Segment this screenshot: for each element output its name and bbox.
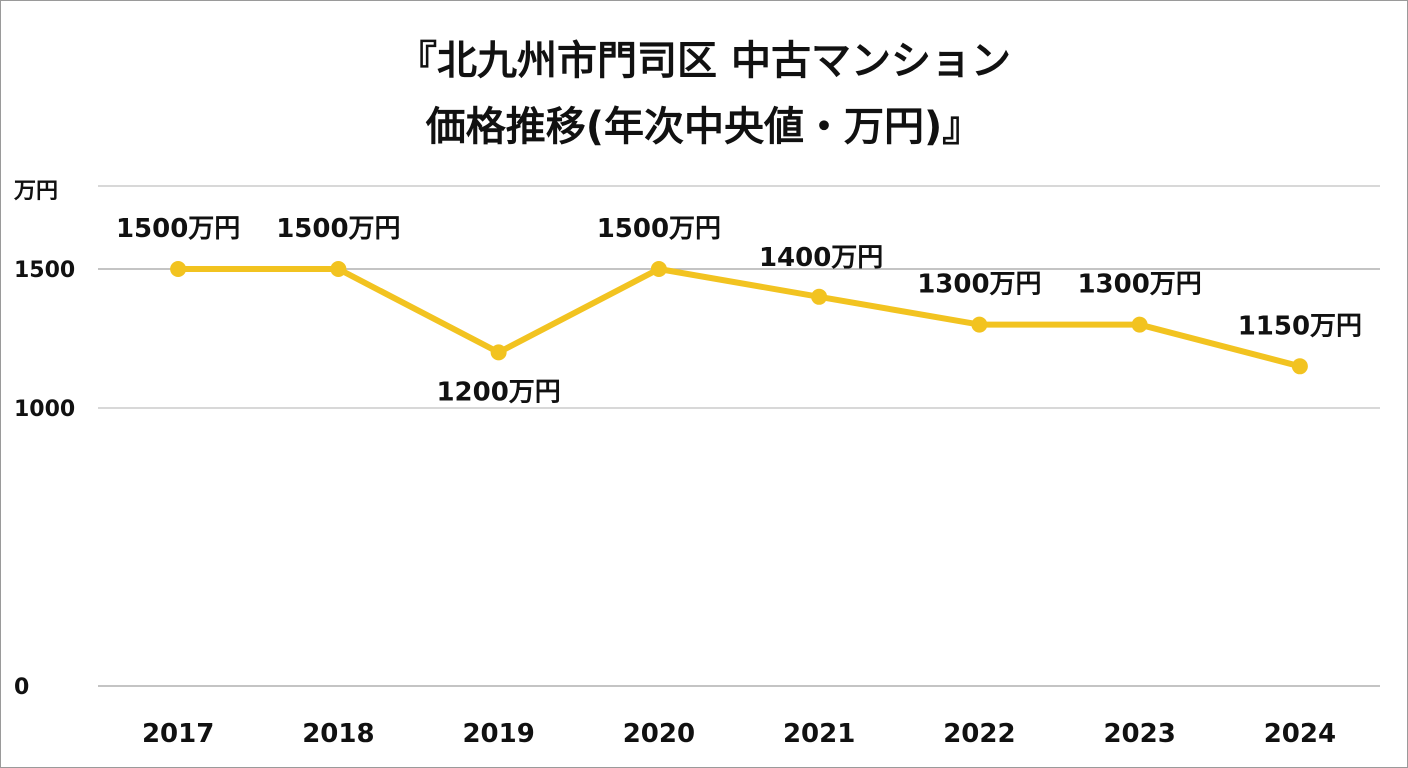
series-line [175,266,1303,370]
data-point [170,261,187,277]
chart-title-line-1: 『北九州市門司区 中古マンション [397,38,1011,84]
x-tick-label: 2023 [1103,719,1175,749]
y-tick-label: 0 [14,675,29,700]
data-point [1291,358,1308,375]
y-tick-label: 1500 [14,258,75,283]
data-label: 1500万円 [597,214,721,244]
x-axis-ticks: 2017 2018 2019 2020 2021 2022 2023 2024 [142,719,1336,749]
x-tick-label: 2018 [302,719,374,749]
data-points [170,261,1308,375]
gridlines [98,185,1380,687]
x-tick-label: 2021 [783,719,855,749]
x-tick-label: 2024 [1264,719,1336,749]
data-point [811,288,828,305]
data-label: 1200万円 [436,377,560,407]
data-point [971,316,988,333]
data-point [650,261,667,277]
x-tick-label: 2017 [142,719,214,749]
data-label: 1500万円 [276,214,400,244]
chart-title-line-2: 価格推移(年次中央値・万円)』 [425,104,983,150]
data-point [330,261,347,277]
y-axis-ticks: 0 1000 1500 [14,258,75,700]
x-tick-label: 2020 [623,719,695,749]
y-tick-label: 1000 [14,397,75,422]
data-label: 1300万円 [1077,270,1201,300]
data-point [490,344,507,361]
x-tick-label: 2019 [462,719,534,749]
data-label: 1400万円 [759,243,883,273]
data-labels: 1500万円 1500万円 1200万円 1500万円 1400万円 1300万円 1300… [116,214,1362,407]
data-point [1131,316,1148,333]
data-label: 1300万円 [917,270,1041,300]
y-axis-unit-label: 万円 [13,179,58,204]
x-tick-label: 2022 [943,719,1015,749]
data-label: 1500万円 [116,214,240,244]
data-label: 1150万円 [1238,311,1362,341]
